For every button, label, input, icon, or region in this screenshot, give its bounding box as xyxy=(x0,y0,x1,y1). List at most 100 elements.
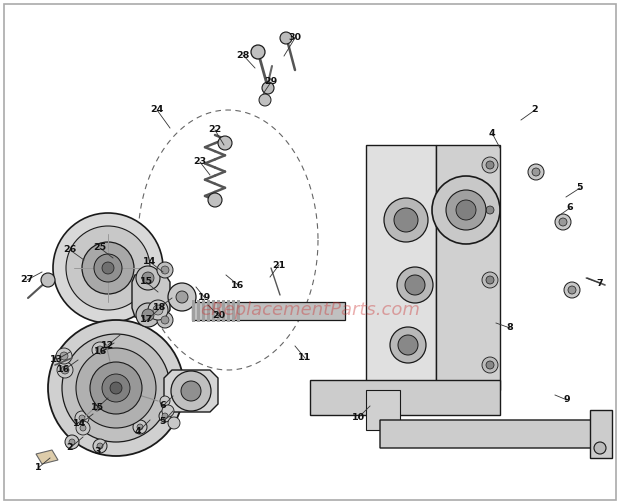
Circle shape xyxy=(394,208,418,232)
Text: 22: 22 xyxy=(208,125,221,135)
Circle shape xyxy=(456,200,476,220)
Text: 26: 26 xyxy=(63,245,77,255)
Circle shape xyxy=(446,190,486,230)
Circle shape xyxy=(384,198,428,242)
Circle shape xyxy=(280,32,292,44)
Circle shape xyxy=(142,309,154,321)
Circle shape xyxy=(168,283,196,311)
Circle shape xyxy=(397,267,433,303)
Circle shape xyxy=(160,396,170,406)
Circle shape xyxy=(157,312,173,328)
Text: 23: 23 xyxy=(193,157,206,166)
Text: 3: 3 xyxy=(95,448,101,457)
Text: 6: 6 xyxy=(567,204,574,213)
Text: 28: 28 xyxy=(236,50,250,59)
Bar xyxy=(212,300,215,322)
Text: 13: 13 xyxy=(50,355,63,364)
Text: eReplacementParts.com: eReplacementParts.com xyxy=(200,301,420,319)
Text: 4: 4 xyxy=(489,129,495,138)
Text: 2: 2 xyxy=(67,444,73,453)
Bar xyxy=(207,300,210,322)
Circle shape xyxy=(102,374,130,402)
Circle shape xyxy=(82,242,134,294)
Circle shape xyxy=(60,352,68,360)
Circle shape xyxy=(80,425,86,431)
Circle shape xyxy=(157,262,173,278)
Text: 10: 10 xyxy=(352,413,365,422)
Circle shape xyxy=(79,415,85,421)
Circle shape xyxy=(53,213,163,323)
Circle shape xyxy=(56,348,72,364)
Bar xyxy=(222,300,225,322)
Circle shape xyxy=(48,320,184,456)
Circle shape xyxy=(159,410,171,422)
Polygon shape xyxy=(366,145,436,390)
Circle shape xyxy=(262,82,274,94)
Circle shape xyxy=(390,327,426,363)
Circle shape xyxy=(75,411,89,425)
Circle shape xyxy=(133,420,147,434)
Circle shape xyxy=(94,405,100,411)
Circle shape xyxy=(94,254,122,282)
Circle shape xyxy=(69,439,75,445)
Text: 18: 18 xyxy=(153,302,167,311)
Circle shape xyxy=(482,357,498,373)
Circle shape xyxy=(486,161,494,169)
Text: 19: 19 xyxy=(198,293,211,302)
Circle shape xyxy=(148,300,168,320)
Circle shape xyxy=(568,286,576,294)
Circle shape xyxy=(162,405,174,417)
Text: 29: 29 xyxy=(264,78,278,87)
Circle shape xyxy=(171,371,211,411)
Circle shape xyxy=(65,435,79,449)
Circle shape xyxy=(136,266,160,290)
Circle shape xyxy=(482,202,498,218)
Circle shape xyxy=(93,439,107,453)
Circle shape xyxy=(90,362,142,414)
Bar xyxy=(227,300,230,322)
Text: 9: 9 xyxy=(564,396,570,405)
Circle shape xyxy=(61,366,69,374)
Polygon shape xyxy=(164,370,218,412)
Polygon shape xyxy=(36,450,58,464)
Polygon shape xyxy=(380,420,610,448)
Circle shape xyxy=(405,275,425,295)
Bar xyxy=(192,302,345,320)
Text: 16: 16 xyxy=(94,347,108,356)
Bar xyxy=(217,300,220,322)
Circle shape xyxy=(168,417,180,429)
Polygon shape xyxy=(132,272,170,320)
Circle shape xyxy=(102,262,114,274)
Circle shape xyxy=(218,136,232,150)
Text: 7: 7 xyxy=(596,279,603,287)
Text: 5: 5 xyxy=(160,417,166,426)
Circle shape xyxy=(62,334,170,442)
Circle shape xyxy=(482,157,498,173)
Text: 21: 21 xyxy=(272,261,286,270)
Text: 24: 24 xyxy=(151,105,164,114)
Circle shape xyxy=(259,94,271,106)
Polygon shape xyxy=(310,380,500,415)
Bar xyxy=(192,300,195,322)
Circle shape xyxy=(97,443,103,449)
Polygon shape xyxy=(436,145,500,390)
Circle shape xyxy=(176,291,188,303)
Circle shape xyxy=(137,424,143,430)
Circle shape xyxy=(153,305,163,315)
Circle shape xyxy=(66,226,150,310)
Bar xyxy=(232,300,235,322)
Circle shape xyxy=(486,276,494,284)
Circle shape xyxy=(76,421,90,435)
Circle shape xyxy=(161,266,169,274)
Text: 25: 25 xyxy=(94,243,107,253)
Circle shape xyxy=(528,164,544,180)
Circle shape xyxy=(432,176,500,244)
Text: 27: 27 xyxy=(20,276,33,284)
Circle shape xyxy=(555,214,571,230)
Circle shape xyxy=(251,45,265,59)
Circle shape xyxy=(398,335,418,355)
Text: 15: 15 xyxy=(140,278,153,286)
Text: 30: 30 xyxy=(288,33,301,42)
Bar xyxy=(202,300,205,322)
Circle shape xyxy=(482,272,498,288)
